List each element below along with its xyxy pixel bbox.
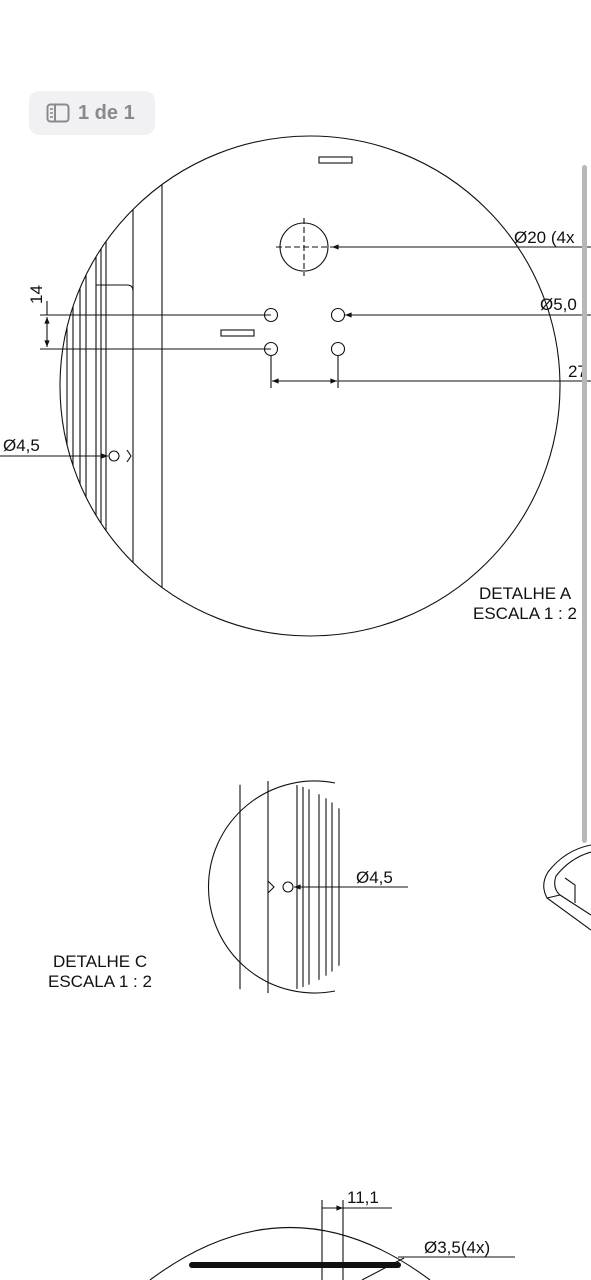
detail-c-title: DETALHE C (53, 952, 147, 971)
detail-a-title: DETALHE A (479, 584, 572, 603)
detail-c-scale: ESCALA 1 : 2 (48, 972, 152, 991)
dim-holes-label: Ø3,5(4x) (424, 1238, 490, 1257)
detail-c-dim-label: Ø4,5 (356, 868, 393, 887)
vertical-scrollbar[interactable] (582, 165, 587, 843)
detail-a-scale: ESCALA 1 : 2 (473, 604, 577, 623)
bottom-view (149, 1200, 515, 1280)
profile-3d-fragment (543, 844, 591, 931)
page-indicator-label: 1 de 1 (78, 101, 135, 124)
dim-left-hole-label: Ø4,5 (3, 436, 40, 455)
dim-width-label: 11,1 (347, 1188, 379, 1207)
page-indicator[interactable]: 1 de 1 (29, 91, 155, 135)
dim-vertical-label: 14 (27, 285, 46, 304)
dim-hole-small-label: Ø5,0 (540, 295, 577, 314)
sidebar-icon (46, 103, 70, 123)
detail-a-view (0, 135, 591, 637)
dim-hole-large-label: Ø20 (4x (514, 228, 575, 247)
detail-c-view (207, 780, 408, 994)
